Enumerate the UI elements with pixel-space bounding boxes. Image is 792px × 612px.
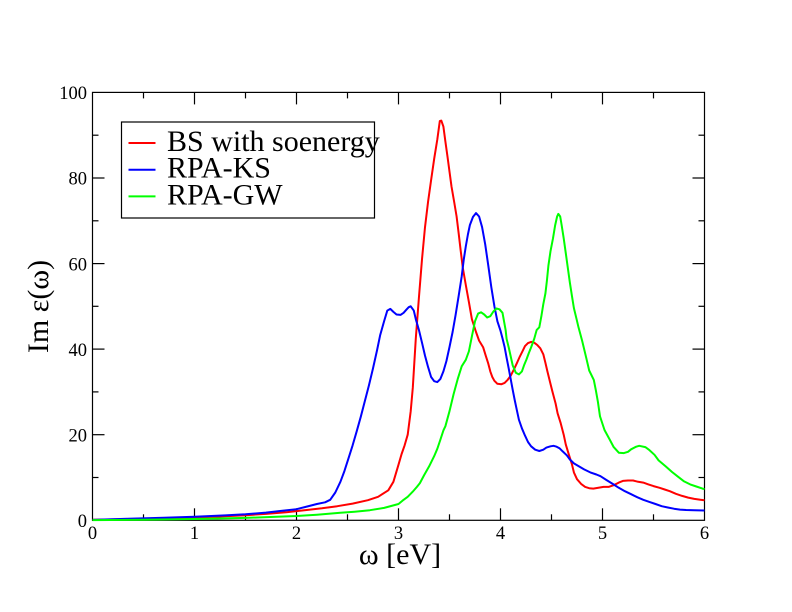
svg-text:60: 60 <box>69 255 88 275</box>
svg-text:2: 2 <box>292 524 301 544</box>
svg-text:0: 0 <box>88 524 97 544</box>
svg-text:RPA-KS: RPA-KS <box>167 152 271 185</box>
svg-text:80: 80 <box>69 170 88 190</box>
svg-text:4: 4 <box>496 524 505 544</box>
svg-text:RPA-GW: RPA-GW <box>167 178 283 211</box>
svg-text:3: 3 <box>394 524 403 544</box>
svg-text:5: 5 <box>598 524 607 544</box>
svg-text:100: 100 <box>59 84 87 104</box>
svg-text:6: 6 <box>700 524 709 544</box>
svg-text:40: 40 <box>69 341 88 361</box>
svg-text:20: 20 <box>69 426 88 446</box>
svg-text:0: 0 <box>78 512 87 532</box>
svg-text:Im ε(ω): Im ε(ω) <box>22 260 55 353</box>
svg-text:ω [eV]: ω [eV] <box>359 538 441 571</box>
svg-text:1: 1 <box>190 524 199 544</box>
svg-text:BS with soenergy: BS with soenergy <box>167 125 380 158</box>
